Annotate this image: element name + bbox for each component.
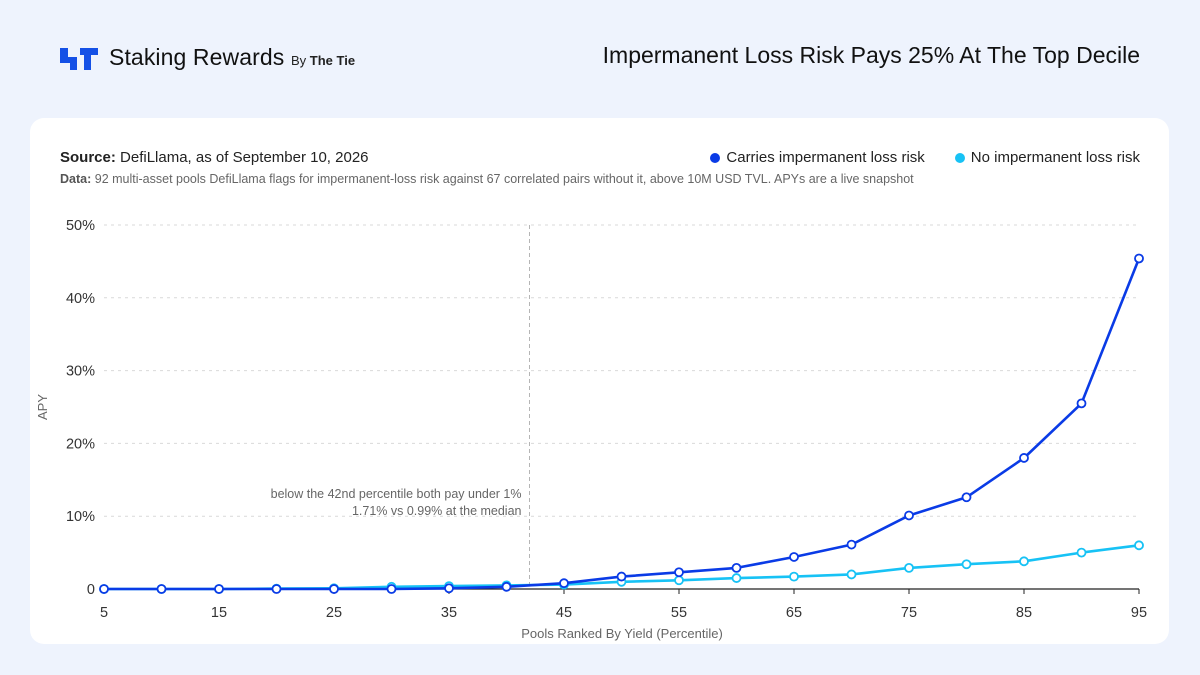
data-point-il [156,584,167,594]
chart-legend: Carries impermanent loss risk No imperma… [710,149,1140,166]
legend-dot-il [710,152,721,163]
brand-by-prefix: By [291,53,307,68]
source-text: DefiLlama, as of September 10, 2026 [120,149,369,166]
y-axis-title: APY [35,394,50,420]
data-point-no-il [1076,547,1087,558]
legend-dot-no-il [954,152,965,163]
data-point-il [329,584,339,594]
chart-card: Source: DefiLlama, as of September 10, 2… [30,118,1169,644]
y-tick-label: 0 [87,582,95,598]
y-tick-label: 30% [66,364,95,380]
x-tick-label: 55 [671,605,687,621]
legend-item-il[interactable]: Carries impermanent loss risk [710,149,925,166]
data-point-il [1134,253,1144,264]
data-point-il [961,492,972,503]
data-point-no-il [731,573,742,583]
data-point-il [559,578,569,589]
y-tick-label: 40% [66,291,95,307]
y-tick-label: 50% [66,218,95,234]
brand-by-name: The Tie [309,53,356,68]
data-point-il [386,584,397,594]
data-point-no-il [846,569,857,580]
data-point-il [846,539,857,550]
data-point-il [904,510,914,521]
x-tick-label: 5 [100,605,108,621]
data-point-no-il [674,575,684,586]
data-point-no-il [1019,556,1029,567]
staking-rewards-logo-icon [60,48,98,70]
data-note-label: Data: [60,172,92,186]
x-tick-label: 35 [441,605,457,621]
data-point-il [214,584,224,594]
data-point-il [99,584,109,594]
x-tick-label: 65 [786,605,802,621]
source-label: Source: [60,149,116,166]
y-tick-label: 20% [66,436,95,452]
data-point-il [1019,453,1029,463]
data-point-il [444,583,454,594]
y-tick-label: 10% [66,509,95,525]
data-point-no-il [904,562,914,573]
data-point-il [271,584,282,594]
x-tick-label: 15 [211,605,227,621]
brand-name: Staking Rewards [109,44,285,70]
data-point-il [674,567,684,578]
data-point-no-il [961,559,972,570]
data-point-no-il [789,571,799,582]
x-tick-label: 25 [326,605,342,621]
annotation-text: below the 42nd percentile both pay under… [271,487,522,501]
page-title: Impermanent Loss Risk Pays 25% At The To… [602,42,1140,68]
annotation-text: 1.71% vs 0.99% at the median [352,504,522,518]
x-tick-label: 45 [556,605,572,621]
x-tick-label: 85 [1016,605,1032,621]
data-note-text: 92 multi-asset pools DefiLlama flags for… [94,172,914,186]
x-tick-label: 95 [1131,605,1147,621]
x-axis-title: Pools Ranked By Yield (Percentile) [521,626,723,641]
series-line-il [104,258,1141,591]
source-line: Source: DefiLlama, as of September 10, 2… [60,149,369,166]
data-point-il [616,571,627,582]
data-point-il [1076,398,1087,409]
data-point-il [789,552,799,562]
line-chart: 0 10% 20% 30% 40% 50% 5 15 25 35 45 55 65 75 85 95 Pools… [35,218,1147,641]
data-point-no-il [1134,540,1144,551]
brand-by: By The Tie [291,53,355,68]
data-point-il [731,562,742,573]
data-note: Data: 92 multi-asset pools DefiLlama fla… [60,172,914,186]
legend-label-il: Carries impermanent loss risk [726,149,925,166]
page-header: Staking Rewards By The Tie Impermanent L… [0,0,1200,110]
legend-label-no-il: No impermanent loss risk [970,149,1140,166]
data-point-il [501,581,512,592]
x-tick-label: 75 [901,605,917,621]
legend-item-no-il[interactable]: No impermanent loss risk [954,149,1140,166]
